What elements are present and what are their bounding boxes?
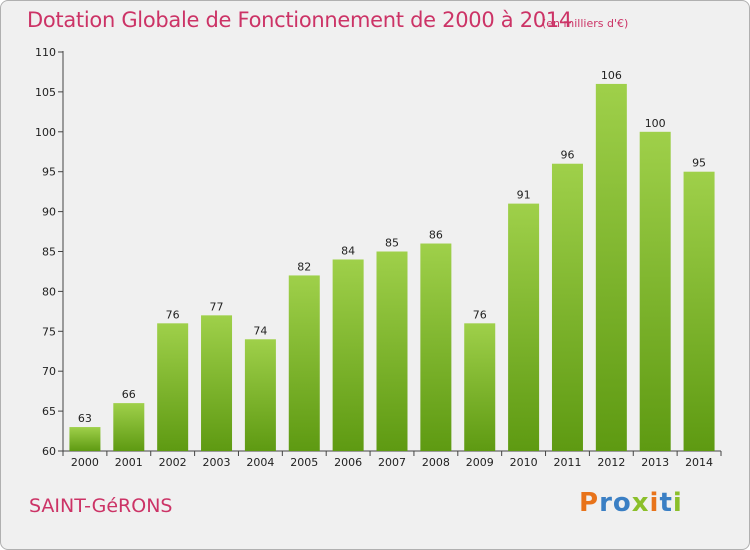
- data-label: 91: [517, 189, 531, 202]
- y-tick-label: 105: [35, 86, 56, 99]
- brand-letter: x: [631, 488, 650, 518]
- y-tick-label: 65: [42, 405, 56, 418]
- bar-2009: [464, 323, 496, 451]
- bar-2000: [69, 427, 101, 451]
- bar-2007: [376, 251, 408, 451]
- bar-2003: [201, 315, 233, 451]
- y-tick-label: 60: [42, 445, 56, 458]
- chart-axes: 60 65 70 75 80 85 90 95 100 105 110: [35, 46, 722, 458]
- bar-2011: [551, 163, 583, 451]
- data-label: 66: [122, 388, 136, 401]
- bar-2002: [157, 323, 189, 451]
- bar-2008: [420, 243, 452, 451]
- data-label: 100: [645, 117, 666, 130]
- x-tick-label: 2007: [378, 456, 406, 469]
- data-label: 74: [253, 324, 267, 337]
- x-tick-label: 2011: [553, 456, 581, 469]
- brand-logo: Proxiti: [579, 488, 683, 518]
- brand-letter: r: [599, 488, 613, 518]
- chart-labels: 2000 63 2001 66 2002 76 2003 77 2004 74 2005 82 2006…: [71, 69, 713, 469]
- brand-letter: o: [612, 488, 632, 518]
- x-tick-label: 2006: [334, 456, 362, 469]
- x-tick-label: 2004: [246, 456, 274, 469]
- x-tick-label: 2003: [203, 456, 231, 469]
- data-label: 95: [692, 157, 706, 170]
- data-label: 76: [166, 308, 180, 321]
- bar-2014: [683, 171, 715, 451]
- x-tick-label: 2014: [685, 456, 713, 469]
- brand-letter: t: [659, 488, 673, 518]
- chart-title: Dotation Globale de Fonctionnement de 20…: [27, 8, 572, 32]
- x-tick-label: 2010: [510, 456, 538, 469]
- bar-2013: [639, 131, 671, 452]
- data-label: 76: [473, 308, 487, 321]
- data-label: 63: [78, 412, 92, 425]
- data-label: 77: [210, 300, 224, 313]
- y-tick-label: 100: [35, 126, 56, 139]
- brand-letter: i: [672, 488, 683, 518]
- chart-bars: [69, 83, 715, 452]
- bar-2006: [332, 259, 364, 451]
- x-tick-label: 2001: [115, 456, 143, 469]
- x-tick-label: 2013: [641, 456, 669, 469]
- brand-letter: P: [579, 488, 600, 518]
- data-label: 96: [560, 149, 574, 162]
- bar-2010: [508, 203, 540, 451]
- bar-2001: [113, 403, 145, 451]
- data-label: 106: [601, 69, 622, 82]
- brand-letter: i: [649, 488, 660, 518]
- data-label: 82: [297, 260, 311, 273]
- y-tick-label: 90: [42, 206, 56, 219]
- data-label: 86: [429, 229, 443, 242]
- bar-2004: [244, 339, 276, 451]
- x-tick-label: 2002: [159, 456, 187, 469]
- y-tick-label: 85: [42, 246, 56, 259]
- data-label: 85: [385, 237, 399, 250]
- x-tick-label: 2012: [597, 456, 625, 469]
- data-label: 84: [341, 244, 355, 257]
- bar-2012: [595, 83, 627, 452]
- y-tick-label: 75: [42, 325, 56, 338]
- chart-unit-label: (en milliers d'€): [542, 17, 629, 30]
- x-tick-label: 2000: [71, 456, 99, 469]
- y-tick-label: 70: [42, 365, 56, 378]
- y-tick-label: 95: [42, 166, 56, 179]
- y-tick-label: 80: [42, 285, 56, 298]
- commune-name: SAINT-GéRONS: [29, 495, 173, 517]
- bar-2005: [288, 275, 320, 451]
- x-tick-label: 2008: [422, 456, 450, 469]
- x-tick-label: 2005: [290, 456, 318, 469]
- x-tick-label: 2009: [466, 456, 494, 469]
- y-tick-label: 110: [35, 46, 56, 59]
